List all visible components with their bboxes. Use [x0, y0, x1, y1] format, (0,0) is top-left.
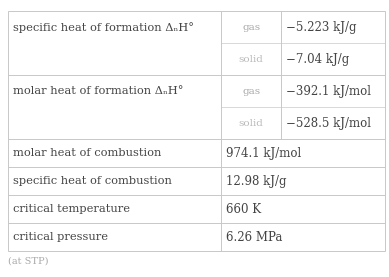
- Text: solid: solid: [239, 119, 264, 128]
- Text: 6.26 MPa: 6.26 MPa: [226, 230, 282, 243]
- Text: −392.1 kJ/mol: −392.1 kJ/mol: [286, 84, 371, 98]
- Bar: [8, 11, 385, 251]
- Text: 12.98 kJ/g: 12.98 kJ/g: [226, 175, 286, 188]
- Text: gas: gas: [242, 23, 260, 32]
- Text: molar heat of formation ΔₙH°: molar heat of formation ΔₙH°: [13, 86, 183, 96]
- Text: 974.1 kJ/mol: 974.1 kJ/mol: [226, 147, 301, 160]
- Text: specific heat of formation ΔₙH°: specific heat of formation ΔₙH°: [13, 22, 194, 32]
- Text: critical temperature: critical temperature: [13, 204, 130, 214]
- Text: critical pressure: critical pressure: [13, 232, 108, 242]
- Text: gas: gas: [242, 87, 260, 96]
- Text: −528.5 kJ/mol: −528.5 kJ/mol: [286, 117, 371, 130]
- Text: −7.04 kJ/g: −7.04 kJ/g: [286, 53, 350, 66]
- Text: specific heat of combustion: specific heat of combustion: [13, 176, 172, 186]
- Text: −5.223 kJ/g: −5.223 kJ/g: [286, 20, 357, 34]
- Text: 660 K: 660 K: [226, 202, 261, 216]
- Text: solid: solid: [239, 55, 264, 64]
- Text: molar heat of combustion: molar heat of combustion: [13, 148, 161, 158]
- Text: (at STP): (at STP): [8, 257, 48, 266]
